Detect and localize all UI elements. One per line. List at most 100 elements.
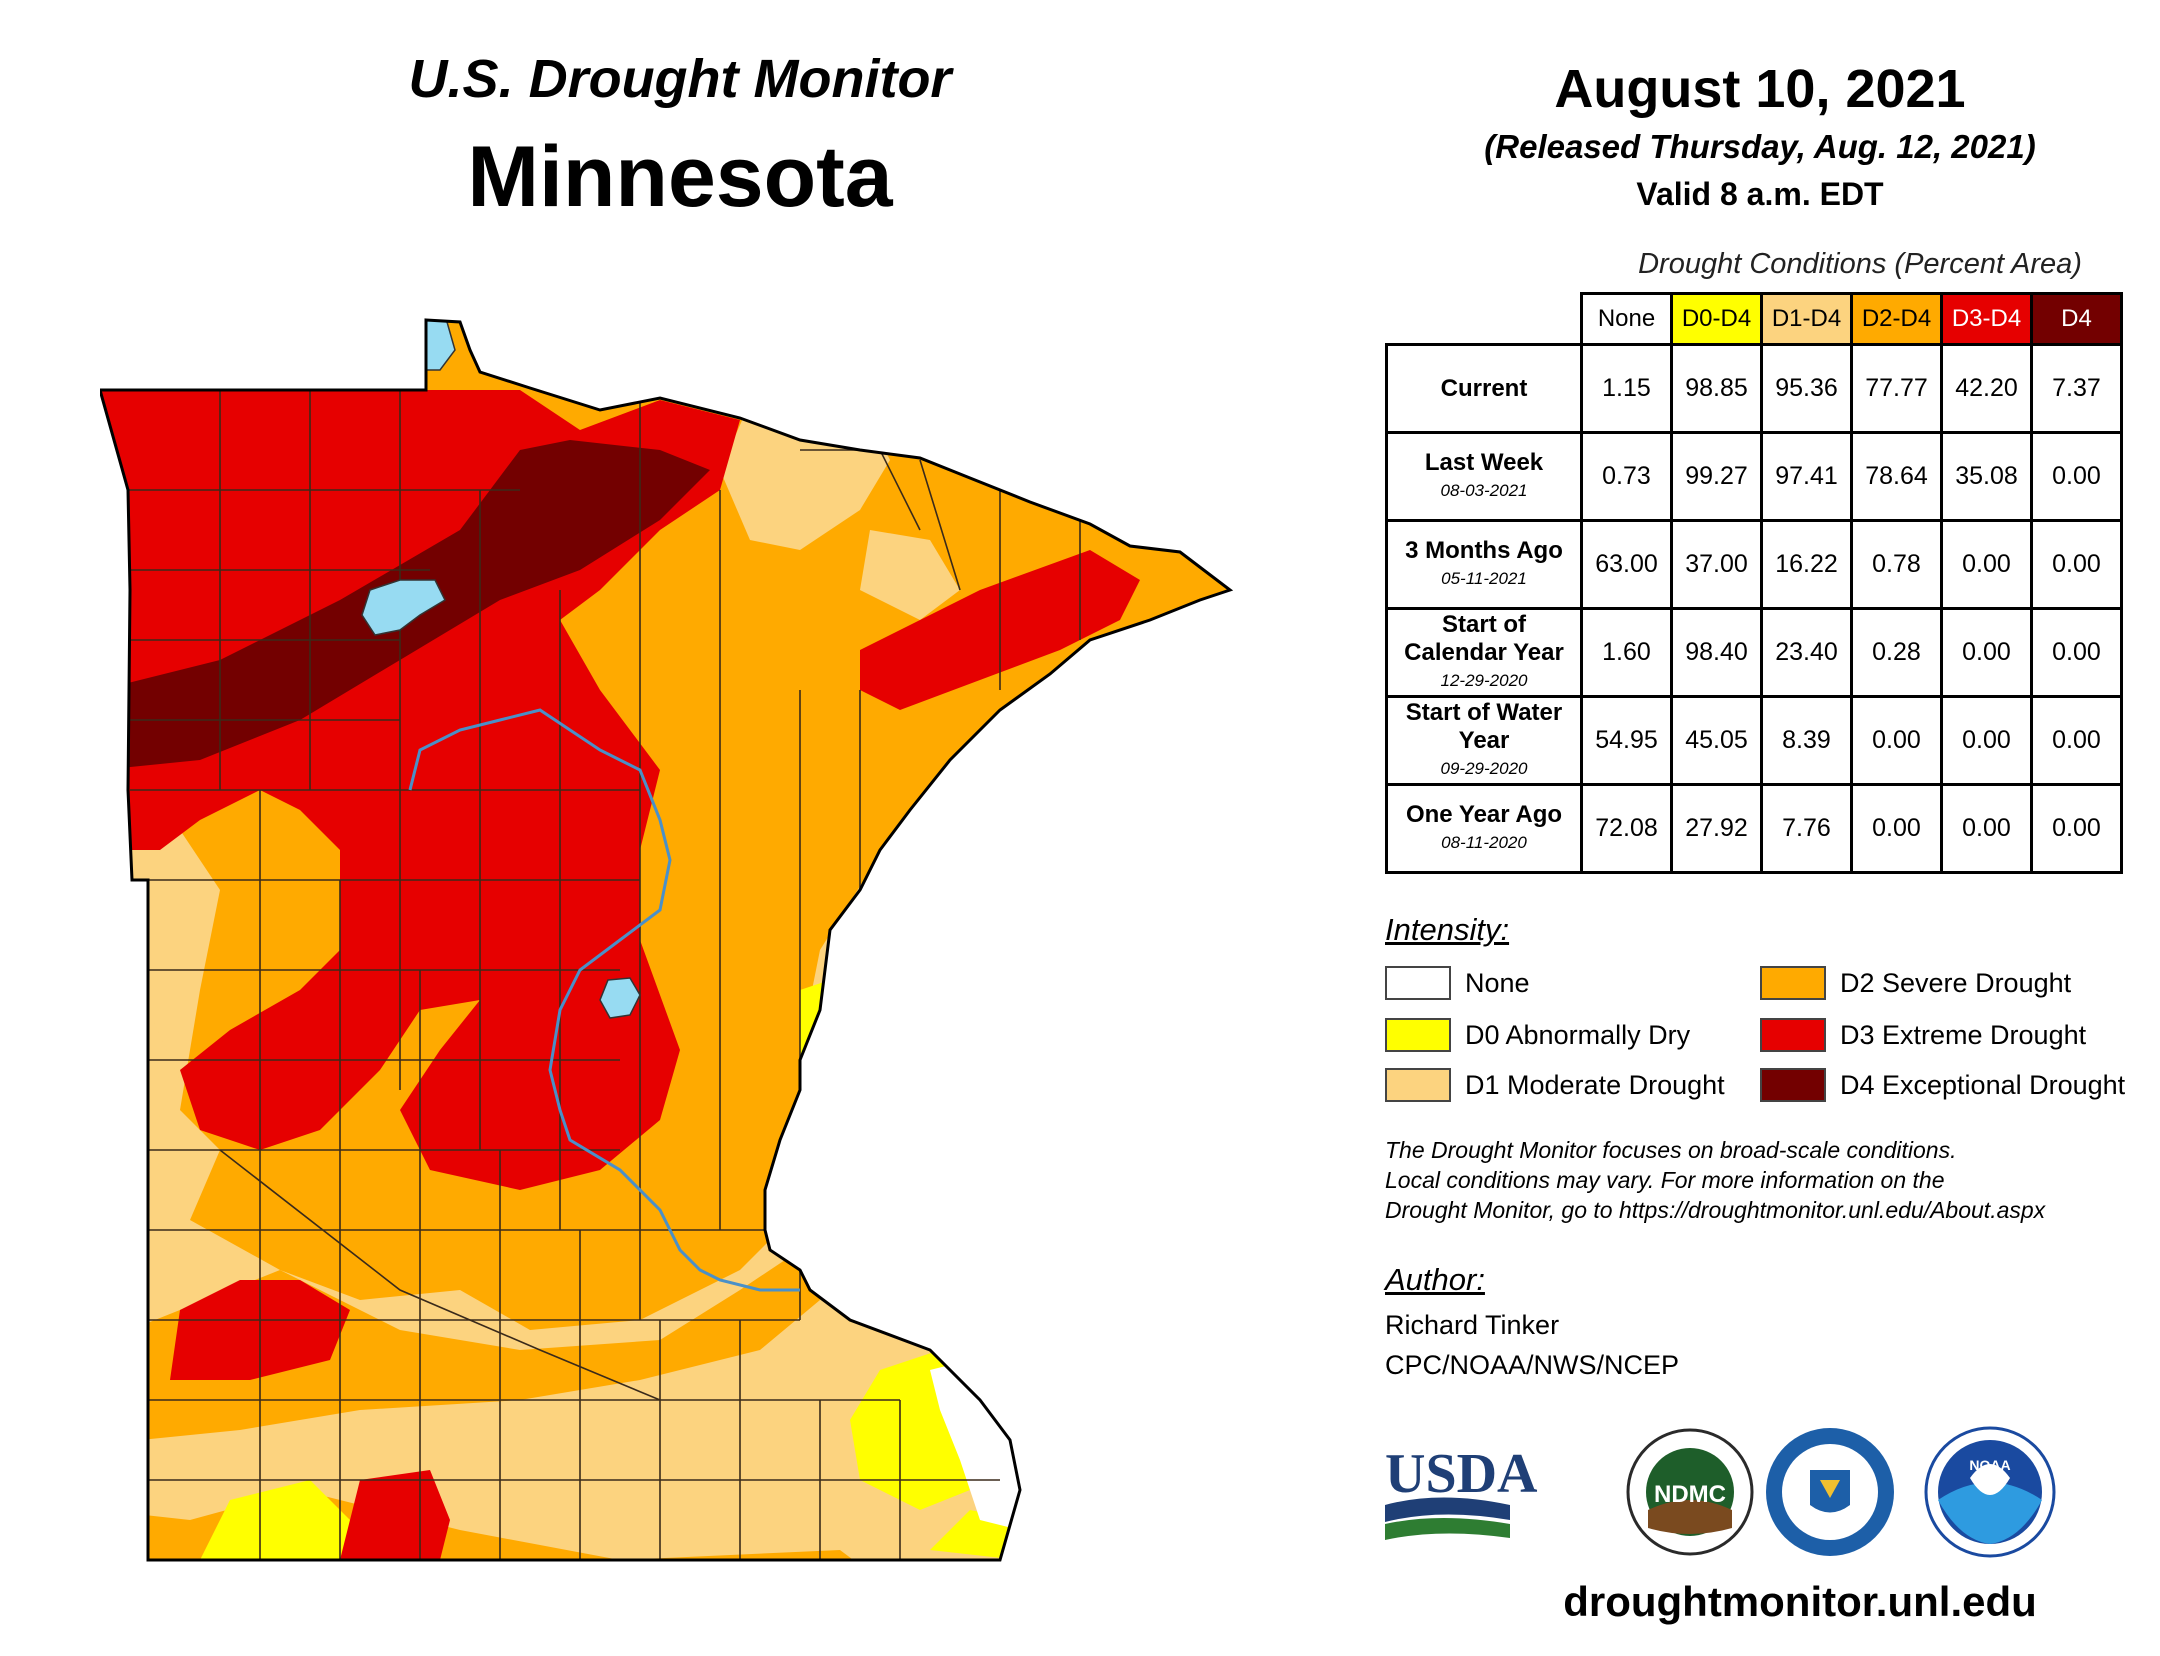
d0-southwest — [200, 1480, 350, 1560]
row-label-text: Current — [1440, 374, 1528, 402]
table-cell: 42.20 — [1940, 343, 2033, 434]
lake-of-the-woods — [384, 320, 456, 371]
table-cell: 0.00 — [1850, 783, 1943, 874]
table-caption: Drought Conditions (Percent Area) — [1638, 248, 2082, 280]
state-title: Minnesota — [467, 129, 893, 225]
usda-logo-text: USDA — [1385, 1443, 1538, 1505]
table-cell: 98.40 — [1670, 607, 1763, 698]
legend-label-d3: D3 Extreme Drought — [1840, 1020, 2087, 1050]
table-cell: 23.40 — [1760, 607, 1853, 698]
table-cell: 78.64 — [1850, 431, 1943, 522]
col-header-d0-d4: D0-D4 — [1670, 292, 1763, 346]
table-cell: 37.00 — [1670, 519, 1763, 610]
col-header-d1-d4: D1-D4 — [1760, 292, 1853, 346]
table-cell: 0.73 — [1580, 431, 1673, 522]
table-cell: 0.00 — [2030, 519, 2123, 610]
row-date: 08-11-2020 — [1441, 832, 1527, 852]
col-header-d2-d4: D2-D4 — [1850, 292, 1943, 346]
row-label: Start of Calendar Year 12-29-2020 — [1385, 607, 1583, 698]
row-date: 08-03-2021 — [1440, 480, 1528, 500]
table-row: One Year Ago 08-11-2020 72.08 27.92 7.76 0.00… — [1385, 783, 2123, 874]
partner-logos: USDA NDMC NOAA — [1385, 1426, 2056, 1558]
table-cell: 97.41 — [1760, 431, 1853, 522]
table-cell: 99.27 — [1670, 431, 1763, 522]
table-body: Current 1.15 98.85 95.36 77.77 42.20 7.37 Last … — [1385, 343, 2123, 874]
legend-label-none: None — [1465, 968, 1530, 998]
noaa-logo-text: NOAA — [1969, 1457, 2010, 1473]
legend-swatch-d2 — [1760, 966, 1826, 1000]
drought-map — [100, 318, 1234, 1562]
table-cell: 16.22 — [1760, 519, 1853, 610]
row-label-text: 3 Months Ago — [1405, 536, 1563, 564]
footer-url[interactable]: droughtmonitor.unl.edu — [1563, 1578, 2037, 1625]
author-heading: Author: — [1385, 1262, 1485, 1297]
row-label-text: Start of Water Year — [1405, 698, 1563, 754]
valid-time: Valid 8 a.m. EDT — [1636, 176, 1884, 212]
table-cell: 0.00 — [1940, 519, 2033, 610]
col-header-d3-d4: D3-D4 — [1940, 292, 2033, 346]
table-cell: 0.00 — [2030, 695, 2123, 786]
doc-seal-logo — [1766, 1428, 1894, 1556]
table-corner — [1387, 294, 1582, 345]
table-cell: 45.05 — [1670, 695, 1763, 786]
row-label: Current — [1385, 343, 1583, 434]
table-cell: 8.39 — [1760, 695, 1853, 786]
table-cell: 0.00 — [1940, 607, 2033, 698]
table-row: Last Week 08-03-2021 0.73 99.27 97.41 78.64 35… — [1385, 431, 2123, 522]
table-cell: 0.00 — [1940, 695, 2033, 786]
valid-date: August 10, 2021 — [1554, 59, 1966, 119]
table-cell: 98.85 — [1670, 343, 1763, 434]
release-note: (Released Thursday, Aug. 12, 2021) — [1484, 128, 2036, 165]
legend-swatch-d4 — [1760, 1068, 1826, 1102]
table-cell: 0.00 — [2030, 783, 2123, 874]
legend-label-d4: D4 Exceptional Drought — [1840, 1070, 2126, 1100]
legend-label-d0: D0 Abnormally Dry — [1465, 1020, 1691, 1050]
legend-label-d2: D2 Severe Drought — [1840, 968, 2072, 998]
table-cell: 0.00 — [2030, 431, 2123, 522]
disclaimer-text: The Drought Monitor focuses on broad-sca… — [1385, 1135, 2145, 1225]
col-header-d4: D4 — [2030, 292, 2123, 346]
author-org: CPC/NOAA/NWS/NCEP — [1385, 1350, 1680, 1380]
legend-swatch-d1 — [1385, 1068, 1451, 1102]
table-cell: 77.77 — [1850, 343, 1943, 434]
drought-conditions-table: None D0-D4 D1-D4 D2-D4 D3-D4 D4 Current 1… — [1385, 292, 2123, 874]
row-date: 09-29-2020 — [1440, 758, 1528, 778]
table-cell: 63.00 — [1580, 519, 1673, 610]
table-cell: 35.08 — [1940, 431, 2033, 522]
row-label: Start of Water Year 09-29-2020 — [1385, 695, 1583, 786]
state-outline — [100, 318, 1234, 1562]
legend-label-d1: D1 Moderate Drought — [1465, 1070, 1725, 1100]
ndmc-logo: NDMC — [1626, 1428, 1754, 1556]
table-cell: 0.00 — [2030, 607, 2123, 698]
table-cell: 0.00 — [1940, 783, 2033, 874]
table-header-row: None D0-D4 D1-D4 D2-D4 D3-D4 D4 — [1387, 292, 2123, 346]
table-cell: 0.28 — [1850, 607, 1943, 698]
table-cell: 95.36 — [1760, 343, 1853, 434]
row-date: 05-11-2021 — [1441, 568, 1527, 588]
table-cell: 1.60 — [1580, 607, 1673, 698]
table-cell: 54.95 — [1580, 695, 1673, 786]
row-label: Last Week 08-03-2021 — [1385, 431, 1583, 522]
disclaimer-line-3: Drought Monitor, go to https://droughtmo… — [1385, 1197, 2046, 1223]
legend-swatch-none — [1385, 966, 1451, 1000]
row-label-text: Last Week — [1424, 448, 1544, 476]
row-label-text: One Year Ago — [1405, 800, 1563, 828]
table-row: Start of Water Year 09-29-2020 54.95 45.05 8… — [1385, 695, 2123, 786]
col-header-none: None — [1580, 292, 1673, 346]
table-row: Current 1.15 98.85 95.36 77.77 42.20 7.37 — [1385, 343, 2123, 434]
disclaimer-line-1: The Drought Monitor focuses on broad-sca… — [1385, 1137, 1957, 1163]
row-label: One Year Ago 08-11-2020 — [1385, 783, 1583, 874]
d3-south — [340, 1470, 450, 1560]
table-cell: 1.15 — [1580, 343, 1673, 434]
table-cell: 0.78 — [1850, 519, 1943, 610]
row-date: 12-29-2020 — [1440, 670, 1528, 690]
table-cell: 72.08 — [1580, 783, 1673, 874]
table-cell: 7.76 — [1760, 783, 1853, 874]
ndmc-logo-text: NDMC — [1654, 1481, 1726, 1508]
usda-logo: USDA — [1385, 1443, 1538, 1540]
legend-swatch-d0 — [1385, 1018, 1451, 1052]
program-title: U.S. Drought Monitor — [408, 49, 952, 109]
row-label-text: Start of Calendar Year — [1404, 610, 1564, 666]
d1-northeast-strip — [860, 530, 960, 620]
intensity-heading: Intensity: — [1385, 912, 1510, 947]
